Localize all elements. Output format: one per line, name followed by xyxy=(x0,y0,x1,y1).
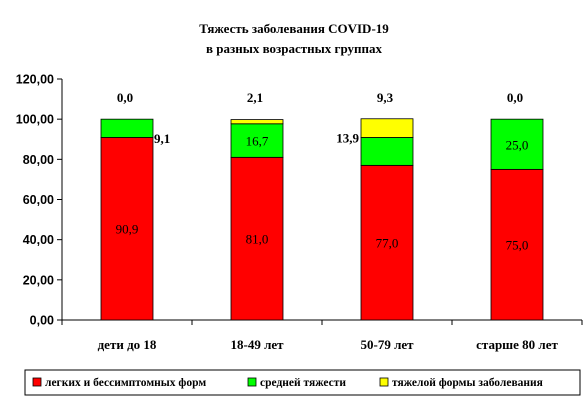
bar-segment xyxy=(360,118,414,138)
bar-segment xyxy=(490,168,544,321)
data-label: 90,9 xyxy=(116,222,139,237)
data-label: 16,7 xyxy=(246,134,269,149)
legend-label: средней тяжести xyxy=(260,377,346,389)
x-category-label: старше 80 лет xyxy=(476,337,558,352)
chart-title-line-1: Тяжесть заболевания COVID-19 xyxy=(199,21,389,36)
bar-segment xyxy=(230,119,284,125)
data-label: 0,0 xyxy=(507,90,523,105)
y-tick-label: 0,00 xyxy=(30,314,54,328)
bars xyxy=(100,118,544,321)
y-tick-label: 100,00 xyxy=(16,113,54,127)
data-label: 81,0 xyxy=(246,232,269,247)
legend-label: тяжелой формы заболевания xyxy=(392,377,543,389)
y-tick-label: 80,00 xyxy=(23,153,54,167)
axes: 0,00 20,00 40,00 60,00 80,00 100,00 120,00 дети… xyxy=(16,73,583,352)
data-label: 13,9 xyxy=(336,130,359,145)
y-tick-label: 120,00 xyxy=(16,73,54,87)
data-label: 9,1 xyxy=(154,131,170,146)
legend-box xyxy=(24,369,581,396)
y-tick-label: 40,00 xyxy=(23,233,54,247)
x-category-label: 18-49 лет xyxy=(230,337,284,352)
chart-title-line-2: в разных возрастных группах xyxy=(206,41,382,56)
legend-swatch xyxy=(379,377,389,387)
bar-segment xyxy=(360,137,414,166)
bar-segment xyxy=(360,164,414,321)
data-label: 75,0 xyxy=(506,238,529,253)
data-label: 9,3 xyxy=(377,90,394,105)
y-tick-label: 20,00 xyxy=(23,273,54,287)
bar-segment xyxy=(100,118,154,138)
data-label: 0,0 xyxy=(117,90,133,105)
x-category-label: дети до 18 xyxy=(98,337,157,352)
x-category-label: 50-79 лет xyxy=(360,337,414,352)
data-labels: 90,9 9,1 0,0 81,0 16,7 2,1 77,0 13,9 9,3 75,0 25,0… xyxy=(116,90,529,253)
data-label: 77,0 xyxy=(376,236,399,251)
bar-segment xyxy=(230,156,284,321)
bar-segment xyxy=(100,137,154,321)
legend-swatch xyxy=(247,377,257,387)
data-label: 2,1 xyxy=(247,90,263,105)
legend: легких и бессимптомных форм средней тяжес… xyxy=(24,369,581,396)
y-tick-label: 60,00 xyxy=(23,193,54,207)
legend-label: легких и бессимптомных форм xyxy=(45,377,206,389)
bar-segment xyxy=(490,118,544,170)
legend-swatch xyxy=(32,377,42,387)
data-label: 25,0 xyxy=(506,137,529,152)
